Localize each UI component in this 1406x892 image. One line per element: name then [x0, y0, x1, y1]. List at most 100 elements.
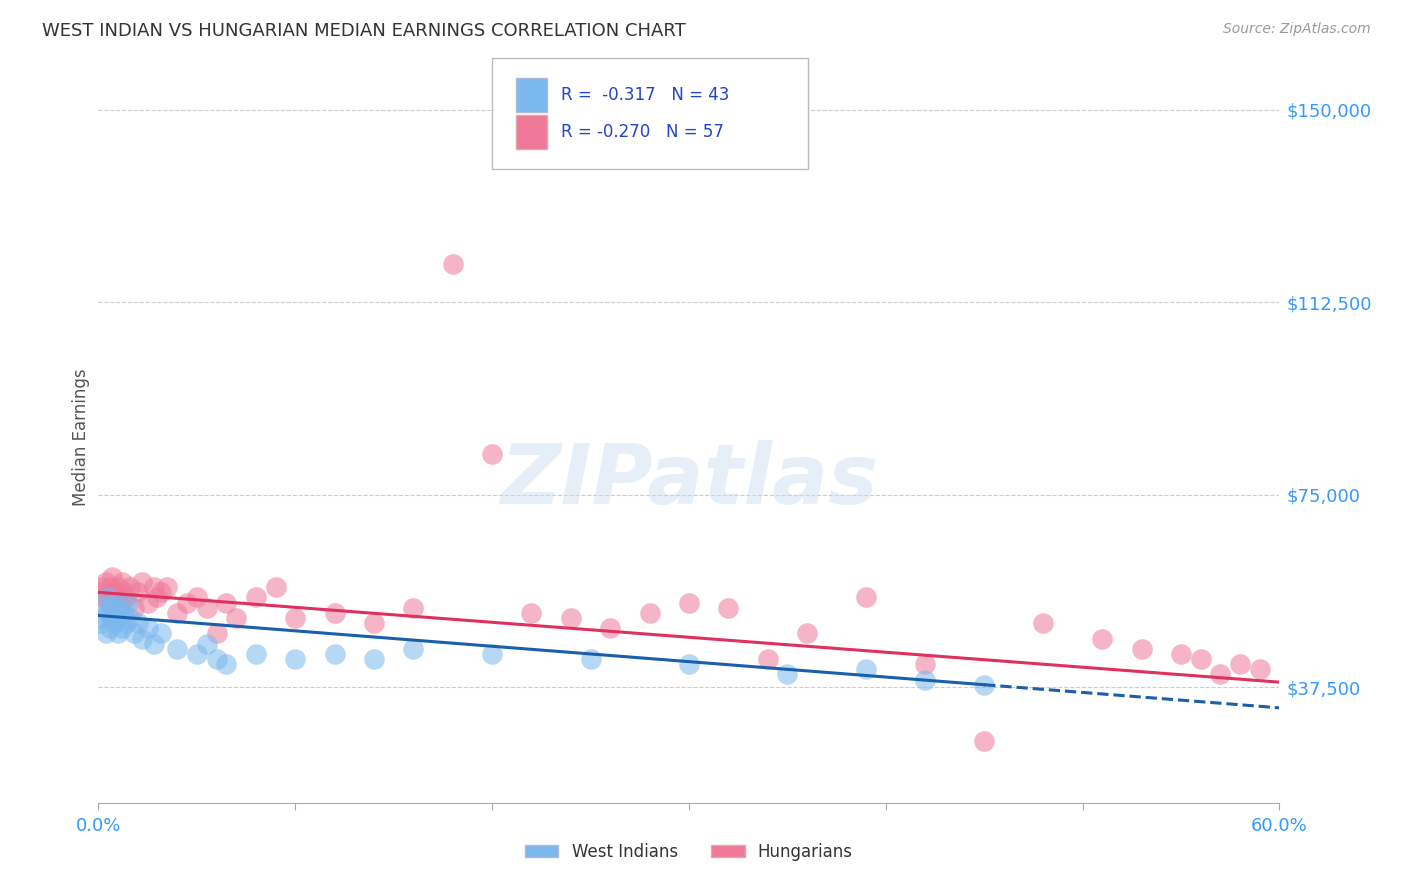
- Point: [112, 606, 135, 620]
- Text: R = -0.270   N = 57: R = -0.270 N = 57: [561, 123, 724, 141]
- Point: [914, 673, 936, 687]
- Point: [96, 626, 118, 640]
- Point: [245, 647, 267, 661]
- Point: [103, 596, 125, 610]
- Point: [89, 585, 111, 599]
- Point: [127, 585, 149, 599]
- Y-axis label: Median Earnings: Median Earnings: [72, 368, 90, 506]
- Point: [245, 591, 267, 605]
- Point: [176, 596, 198, 610]
- Point: [97, 596, 120, 610]
- Point: [117, 596, 139, 610]
- Point: [142, 637, 165, 651]
- Point: [363, 616, 385, 631]
- Point: [195, 637, 218, 651]
- Point: [1229, 657, 1251, 672]
- Point: [107, 611, 129, 625]
- Point: [638, 606, 661, 620]
- Point: [1170, 647, 1192, 661]
- Point: [166, 641, 188, 656]
- Point: [108, 596, 131, 610]
- Point: [1130, 641, 1153, 656]
- Point: [855, 591, 877, 605]
- Point: [93, 600, 115, 615]
- Point: [101, 611, 124, 625]
- Point: [264, 580, 287, 594]
- Point: [441, 257, 464, 271]
- Point: [323, 606, 346, 620]
- Point: [1091, 632, 1114, 646]
- Point: [108, 600, 131, 615]
- Point: [96, 575, 118, 590]
- Point: [914, 657, 936, 672]
- Point: [91, 580, 114, 594]
- Point: [136, 621, 159, 635]
- Point: [103, 585, 125, 599]
- Point: [520, 606, 543, 620]
- Point: [481, 447, 503, 461]
- Point: [98, 621, 121, 635]
- Point: [101, 570, 124, 584]
- Point: [122, 626, 145, 640]
- Point: [118, 580, 141, 594]
- Point: [142, 580, 165, 594]
- Point: [579, 652, 602, 666]
- Point: [97, 591, 120, 605]
- Point: [111, 575, 134, 590]
- Point: [150, 626, 173, 640]
- Point: [776, 667, 799, 681]
- Point: [91, 611, 114, 625]
- Point: [402, 641, 425, 656]
- Point: [195, 600, 218, 615]
- Point: [122, 600, 145, 615]
- Point: [481, 647, 503, 661]
- Point: [560, 611, 582, 625]
- Point: [115, 591, 138, 605]
- Point: [1189, 652, 1212, 666]
- Point: [156, 580, 179, 594]
- Point: [127, 616, 149, 631]
- Point: [101, 600, 124, 615]
- Point: [855, 662, 877, 676]
- Point: [402, 600, 425, 615]
- Point: [363, 652, 385, 666]
- Text: Source: ZipAtlas.com: Source: ZipAtlas.com: [1223, 22, 1371, 37]
- Point: [115, 616, 138, 631]
- Point: [678, 657, 700, 672]
- Point: [112, 585, 135, 599]
- Point: [205, 626, 228, 640]
- Point: [93, 591, 115, 605]
- Point: [186, 591, 208, 605]
- Point: [973, 734, 995, 748]
- Point: [973, 678, 995, 692]
- Point: [1209, 667, 1232, 681]
- Text: WEST INDIAN VS HUNGARIAN MEDIAN EARNINGS CORRELATION CHART: WEST INDIAN VS HUNGARIAN MEDIAN EARNINGS…: [42, 22, 686, 40]
- Point: [205, 652, 228, 666]
- Point: [323, 647, 346, 661]
- Point: [97, 606, 120, 620]
- Point: [284, 611, 307, 625]
- Point: [678, 596, 700, 610]
- Point: [105, 591, 128, 605]
- Point: [1032, 616, 1054, 631]
- Point: [136, 596, 159, 610]
- Point: [166, 606, 188, 620]
- Point: [186, 647, 208, 661]
- Point: [111, 621, 134, 635]
- Point: [118, 611, 141, 625]
- Point: [98, 580, 121, 594]
- Point: [105, 606, 128, 620]
- Point: [284, 652, 307, 666]
- Point: [225, 611, 247, 625]
- Point: [131, 632, 153, 646]
- Point: [103, 616, 125, 631]
- Point: [150, 585, 173, 599]
- Text: ZIPatlas: ZIPatlas: [501, 441, 877, 522]
- Text: R =  -0.317   N = 43: R = -0.317 N = 43: [561, 87, 730, 104]
- Point: [215, 596, 238, 610]
- Point: [796, 626, 818, 640]
- Point: [146, 591, 169, 605]
- Point: [107, 626, 129, 640]
- Point: [599, 621, 621, 635]
- Legend: West Indians, Hungarians: West Indians, Hungarians: [519, 837, 859, 868]
